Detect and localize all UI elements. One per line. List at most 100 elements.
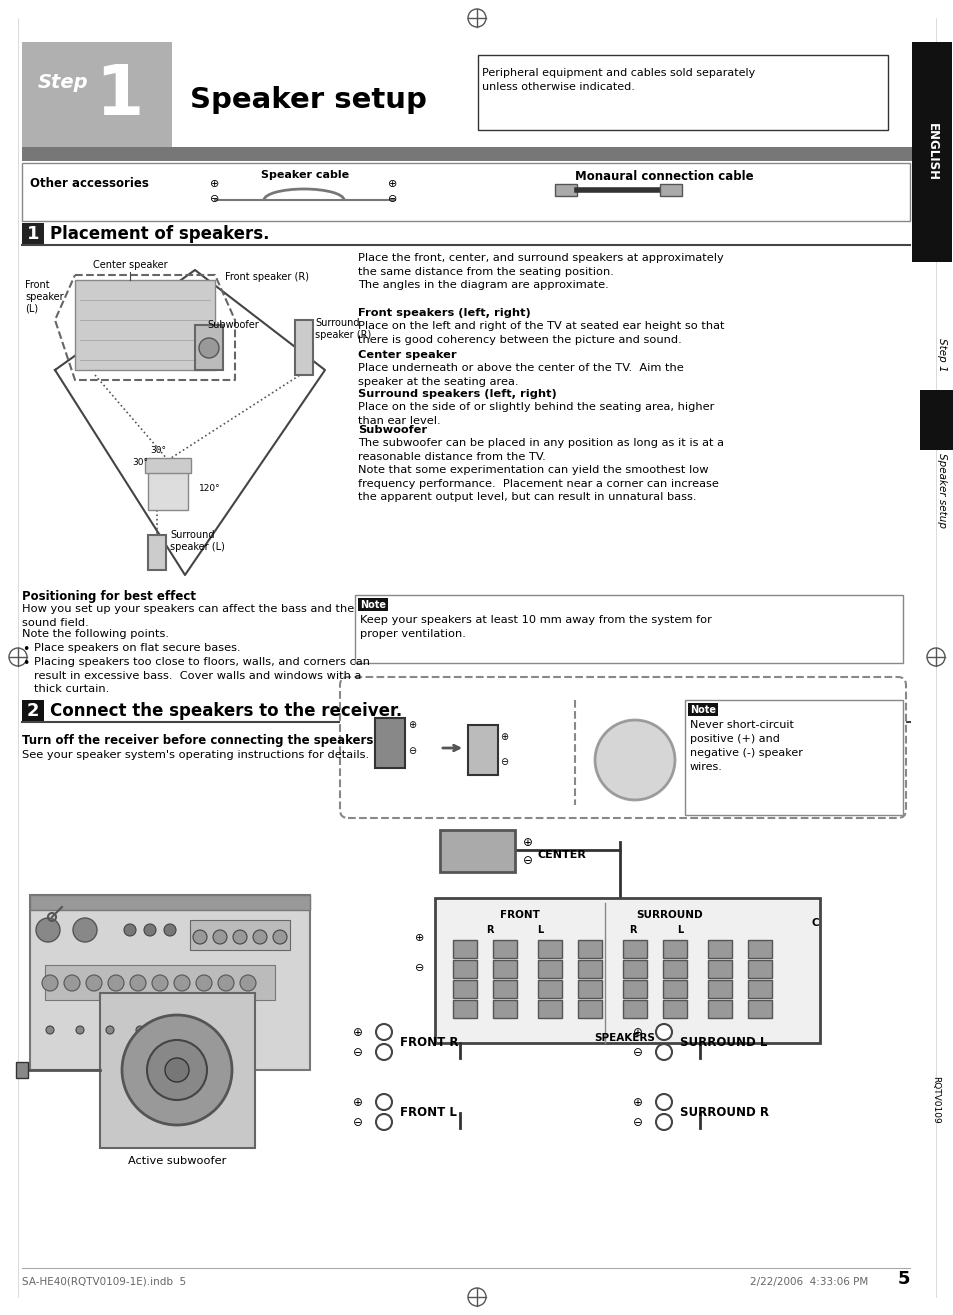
Text: FRONT R: FRONT R bbox=[399, 1035, 458, 1048]
Text: Speaker setup: Speaker setup bbox=[190, 85, 426, 114]
Bar bbox=[75, 280, 214, 370]
Bar bbox=[662, 960, 686, 978]
Bar bbox=[100, 993, 254, 1148]
Text: RQTV0109: RQTV0109 bbox=[930, 1076, 940, 1124]
Circle shape bbox=[147, 1040, 207, 1101]
Bar bbox=[662, 940, 686, 959]
Text: Front speakers (left, right): Front speakers (left, right) bbox=[357, 308, 530, 318]
Bar bbox=[30, 896, 310, 910]
Bar bbox=[22, 224, 44, 245]
Text: Place on the left and right of the TV at seated ear height so that
there is good: Place on the left and right of the TV at… bbox=[357, 321, 723, 345]
Bar bbox=[747, 999, 771, 1018]
Circle shape bbox=[375, 1094, 392, 1110]
Bar bbox=[45, 965, 274, 999]
Circle shape bbox=[130, 974, 146, 992]
Bar bbox=[468, 725, 497, 775]
Bar bbox=[578, 940, 601, 959]
Text: Front
speaker
(L): Front speaker (L) bbox=[25, 280, 64, 313]
Bar bbox=[747, 980, 771, 998]
Text: ⊖: ⊖ bbox=[499, 757, 508, 767]
Circle shape bbox=[273, 930, 287, 944]
Text: SURROUND R: SURROUND R bbox=[679, 1106, 768, 1119]
Bar bbox=[375, 718, 405, 768]
Bar bbox=[537, 980, 561, 998]
Bar bbox=[190, 920, 290, 949]
Bar bbox=[439, 830, 515, 872]
Text: ⊖: ⊖ bbox=[388, 195, 397, 204]
Text: Step 1: Step 1 bbox=[936, 338, 946, 372]
Text: 1: 1 bbox=[95, 62, 143, 129]
Bar bbox=[707, 999, 731, 1018]
Text: L: L bbox=[537, 924, 542, 935]
Bar bbox=[453, 999, 476, 1018]
Text: Peripheral equipment and cables sold separately
unless otherwise indicated.: Peripheral equipment and cables sold sep… bbox=[481, 68, 755, 92]
Bar bbox=[148, 535, 166, 569]
Bar bbox=[453, 940, 476, 959]
Text: Connect the speakers to the receiver.: Connect the speakers to the receiver. bbox=[50, 702, 402, 721]
Text: ⊕: ⊕ bbox=[210, 179, 219, 189]
Text: Speaker setup: Speaker setup bbox=[936, 452, 946, 527]
Bar bbox=[30, 896, 310, 1070]
Text: 2: 2 bbox=[27, 702, 39, 721]
Bar bbox=[622, 980, 646, 998]
Circle shape bbox=[73, 918, 97, 942]
Text: ⊕: ⊕ bbox=[408, 721, 416, 730]
Text: R: R bbox=[486, 924, 494, 935]
Bar bbox=[622, 940, 646, 959]
Bar bbox=[662, 999, 686, 1018]
Bar bbox=[687, 704, 718, 715]
Bar bbox=[22, 163, 909, 221]
Circle shape bbox=[375, 1024, 392, 1040]
Text: Place speakers on flat secure bases.: Place speakers on flat secure bases. bbox=[34, 643, 240, 654]
Text: ⊕: ⊕ bbox=[522, 835, 533, 848]
Circle shape bbox=[122, 1015, 232, 1126]
Text: ⊖: ⊖ bbox=[408, 746, 416, 756]
Bar bbox=[453, 960, 476, 978]
Circle shape bbox=[108, 974, 124, 992]
Bar bbox=[659, 184, 681, 196]
Bar bbox=[477, 55, 887, 130]
Text: Turn off the receiver before connecting the speakers.: Turn off the receiver before connecting … bbox=[22, 734, 377, 747]
Text: Front speaker (R): Front speaker (R) bbox=[225, 272, 309, 281]
Text: L: L bbox=[677, 924, 682, 935]
Text: •: • bbox=[22, 658, 30, 671]
Text: ENGLISH: ENGLISH bbox=[924, 124, 938, 181]
Text: Note: Note bbox=[689, 705, 716, 714]
Circle shape bbox=[253, 930, 267, 944]
Text: Monaural connection cable: Monaural connection cable bbox=[575, 170, 753, 183]
Circle shape bbox=[656, 1024, 671, 1040]
Circle shape bbox=[233, 930, 247, 944]
Circle shape bbox=[193, 930, 207, 944]
Bar bbox=[357, 598, 388, 611]
Circle shape bbox=[656, 1114, 671, 1130]
Text: FRONT L: FRONT L bbox=[399, 1106, 456, 1119]
Bar bbox=[22, 42, 172, 147]
Circle shape bbox=[164, 924, 175, 936]
Bar bbox=[194, 325, 223, 370]
Circle shape bbox=[86, 974, 102, 992]
Circle shape bbox=[199, 338, 219, 358]
Bar bbox=[747, 940, 771, 959]
Text: 1: 1 bbox=[27, 225, 39, 243]
Bar bbox=[355, 594, 902, 663]
Text: ⊖: ⊖ bbox=[353, 1115, 362, 1128]
Text: ⊖: ⊖ bbox=[210, 195, 219, 204]
Bar bbox=[707, 980, 731, 998]
Circle shape bbox=[595, 721, 675, 800]
Text: 2/22/2006  4:33:06 PM: 2/22/2006 4:33:06 PM bbox=[749, 1277, 867, 1287]
Text: The subwoofer can be placed in any position as long as it is at a
reasonable dis: The subwoofer can be placed in any posit… bbox=[357, 438, 723, 502]
Text: ⊕: ⊕ bbox=[353, 1026, 362, 1039]
Text: Note the following points.: Note the following points. bbox=[22, 629, 169, 639]
Circle shape bbox=[195, 974, 212, 992]
Text: Subwoofer: Subwoofer bbox=[357, 425, 427, 435]
Circle shape bbox=[76, 1026, 84, 1034]
Text: SPEAKERS: SPEAKERS bbox=[594, 1034, 655, 1043]
Text: ⊕: ⊕ bbox=[415, 934, 424, 943]
Circle shape bbox=[152, 974, 168, 992]
Bar bbox=[911, 42, 951, 262]
Text: How you set up your speakers can affect the bass and the
sound field.: How you set up your speakers can affect … bbox=[22, 604, 354, 627]
Text: Active subwoofer: Active subwoofer bbox=[128, 1156, 226, 1166]
Text: Surround
speaker (R): Surround speaker (R) bbox=[314, 318, 371, 339]
Text: Place the front, center, and surround speakers at approximately
the same distanc: Place the front, center, and surround sp… bbox=[357, 252, 723, 291]
Circle shape bbox=[213, 930, 227, 944]
